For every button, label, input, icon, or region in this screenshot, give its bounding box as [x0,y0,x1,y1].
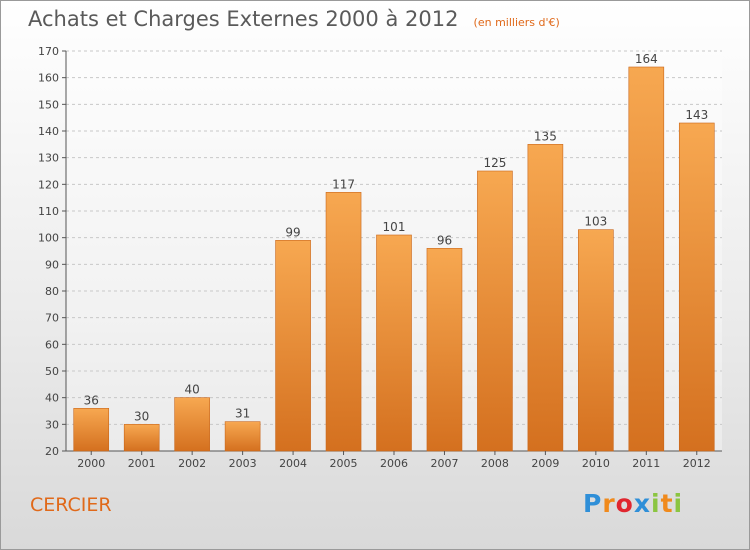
x-tick-label: 2001 [128,457,156,470]
bar [426,248,463,452]
data-label: 101 [383,220,406,234]
y-tick-label: 150 [38,98,59,111]
chart-subtitle: (en milliers d'€) [473,16,560,29]
bar [174,397,210,452]
data-label: 164 [635,52,658,66]
x-tick-label: 2005 [330,457,358,470]
y-tick-label: 30 [45,418,59,431]
y-tick-label: 80 [45,285,59,298]
commune-name: CERCIER [30,494,112,516]
x-tick-label: 2009 [531,457,559,470]
data-label: 96 [437,233,452,247]
data-label: 125 [483,156,506,170]
bar [578,229,614,452]
x-tick-label: 2003 [229,457,257,470]
x-tick-label: 2007 [430,457,458,470]
y-tick-label: 130 [38,152,59,165]
x-tick-label: 2011 [632,457,660,470]
data-label: 143 [685,108,708,122]
bar [376,234,412,452]
y-tick-label: 90 [45,258,59,271]
data-label: 117 [332,177,355,191]
x-tick-label: 2006 [380,457,408,470]
data-label: 135 [534,129,557,143]
data-label: 99 [285,225,300,239]
bar [123,424,160,452]
data-label: 31 [235,407,250,421]
x-tick-label: 2004 [279,457,307,470]
y-tick-label: 20 [45,445,59,458]
y-tick-label: 140 [38,125,59,138]
chart-title: Achats et Charges Externes 2000 à 2012 [28,7,459,31]
x-tick-label: 2012 [683,457,711,470]
data-label: 36 [84,393,99,407]
bar [73,408,110,452]
x-tick-label: 2002 [178,457,206,470]
bar [275,240,311,452]
logo-letter: r [602,489,616,518]
y-tick-label: 160 [38,72,59,85]
bar [224,421,261,452]
bar [325,192,362,452]
x-tick-label: 2008 [481,457,509,470]
logo-letter: P [583,489,603,518]
data-label: 30 [134,409,149,423]
y-tick-label: 170 [38,45,59,58]
logo-letter: i [651,489,661,518]
y-tick-label: 70 [45,312,59,325]
y-tick-label: 100 [38,232,59,245]
data-label: 40 [185,383,200,397]
data-label: 103 [584,215,607,229]
proxiti-logo: Proxiti [583,489,683,518]
logo-letter: i [673,489,684,518]
bar [678,122,715,452]
logo-letter: x [633,489,651,518]
x-tick-label: 2000 [77,457,105,470]
y-tick-label: 60 [45,338,59,351]
bar [477,170,513,452]
title-row: Achats et Charges Externes 2000 à 2012 (… [28,7,560,31]
bar [527,144,564,452]
x-tick-label: 2010 [582,457,610,470]
logo-letter: t [660,489,674,518]
y-tick-label: 110 [38,205,59,218]
y-tick-label: 50 [45,365,59,378]
y-tick-label: 120 [38,178,59,191]
logo-letter: o [615,489,634,518]
bar [628,66,665,452]
y-tick-label: 40 [45,392,59,405]
